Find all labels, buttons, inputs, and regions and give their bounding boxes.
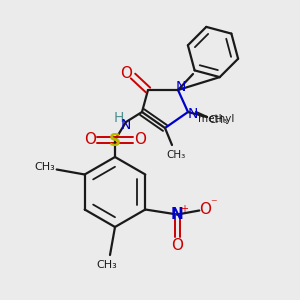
Text: N: N (171, 207, 184, 222)
Text: O: O (134, 133, 146, 148)
Text: +: + (180, 205, 188, 214)
Text: CH₃: CH₃ (97, 260, 117, 270)
Text: CH₃: CH₃ (34, 163, 55, 172)
Text: O: O (84, 133, 96, 148)
Text: ⁻: ⁻ (210, 197, 217, 210)
Text: CH₃: CH₃ (167, 150, 186, 160)
Text: CH₃: CH₃ (208, 115, 228, 125)
Text: N: N (121, 118, 131, 132)
Text: methyl: methyl (198, 114, 234, 124)
Text: O: O (171, 238, 183, 253)
Text: N: N (176, 80, 186, 94)
Text: O: O (199, 202, 211, 217)
Text: S: S (109, 132, 121, 150)
Text: H: H (114, 111, 124, 125)
Text: N: N (188, 107, 198, 121)
Text: O: O (120, 65, 132, 80)
